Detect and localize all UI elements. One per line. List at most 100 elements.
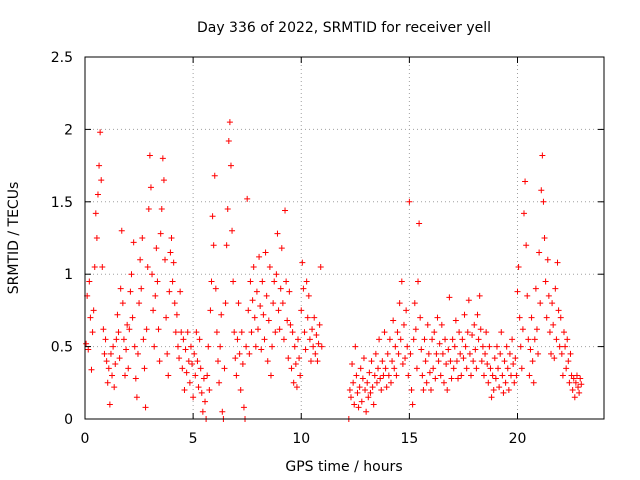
- data-point: [535, 350, 542, 357]
- data-point: [462, 343, 469, 350]
- data-point: [172, 329, 179, 336]
- data-point: [408, 387, 415, 394]
- data-point: [357, 365, 364, 372]
- data-point: [366, 369, 373, 376]
- data-point: [478, 358, 485, 365]
- data-point: [363, 408, 370, 415]
- data-point: [92, 210, 99, 217]
- data-point: [157, 230, 164, 237]
- data-point: [400, 321, 407, 328]
- data-point: [532, 285, 539, 292]
- data-point: [555, 307, 562, 314]
- data-point: [285, 355, 292, 362]
- data-point: [475, 336, 482, 343]
- data-point: [144, 263, 151, 270]
- data-point: [166, 288, 173, 295]
- data-point: [101, 350, 108, 357]
- data-point: [276, 326, 283, 333]
- data-point: [260, 311, 267, 318]
- data-point: [162, 256, 169, 263]
- data-point: [94, 191, 101, 198]
- data-point: [446, 294, 453, 301]
- data-point: [317, 263, 324, 270]
- data-point: [397, 336, 404, 343]
- data-point: [211, 172, 218, 179]
- data-point: [419, 372, 426, 379]
- data-point: [222, 300, 229, 307]
- data-point: [305, 292, 312, 299]
- data-point: [124, 321, 131, 328]
- data-point: [392, 343, 399, 350]
- data-point: [479, 343, 486, 350]
- data-point: [90, 307, 97, 314]
- data-point: [495, 365, 502, 372]
- data-point: [177, 288, 184, 295]
- data-point: [236, 350, 243, 357]
- data-point: [432, 375, 439, 382]
- data-point: [418, 346, 425, 353]
- data-point: [396, 300, 403, 307]
- data-point: [433, 350, 440, 357]
- data-point: [250, 263, 257, 270]
- data-point: [147, 184, 154, 191]
- data-point: [476, 292, 483, 299]
- data-point: [206, 387, 213, 394]
- data-point: [292, 360, 299, 367]
- data-point: [354, 389, 361, 396]
- data-point: [83, 340, 90, 347]
- data-point: [428, 387, 434, 394]
- data-point: [298, 307, 305, 314]
- data-point: [356, 384, 363, 391]
- data-point: [426, 369, 433, 376]
- data-point: [571, 394, 578, 401]
- data-point: [238, 329, 245, 336]
- data-point: [123, 346, 130, 353]
- data-point: [525, 336, 532, 343]
- data-point: [379, 358, 386, 365]
- data-point: [107, 350, 114, 357]
- data-point: [483, 329, 490, 336]
- data-point: [403, 307, 410, 314]
- data-point: [543, 314, 550, 321]
- data-point: [557, 314, 564, 321]
- data-point: [275, 307, 282, 314]
- data-point: [461, 311, 468, 318]
- data-point: [230, 278, 237, 285]
- data-point: [439, 350, 446, 357]
- data-point: [384, 350, 391, 357]
- data-point: [269, 343, 276, 350]
- data-point: [406, 198, 413, 205]
- y-tick-label: 2.5: [51, 50, 73, 66]
- data-point: [531, 336, 538, 343]
- data-point: [309, 326, 316, 333]
- data-point: [508, 372, 515, 379]
- data-point: [229, 227, 236, 234]
- data-point: [438, 321, 445, 328]
- data-point: [398, 278, 405, 285]
- data-point: [383, 384, 390, 391]
- data-point: [150, 307, 157, 314]
- data-point: [105, 365, 112, 372]
- data-point: [562, 343, 569, 350]
- data-point: [466, 350, 473, 357]
- data-point: [258, 346, 265, 353]
- data-point: [169, 278, 176, 285]
- data-point: [399, 360, 406, 367]
- data-point: [185, 358, 192, 365]
- data-point: [126, 326, 133, 333]
- data-point: [359, 375, 366, 382]
- data-point: [125, 365, 132, 372]
- plot-frame: [84, 56, 605, 420]
- data-point: [487, 365, 494, 372]
- data-point: [473, 365, 480, 372]
- data-point: [267, 372, 274, 379]
- data-point: [93, 235, 100, 241]
- data-point: [412, 326, 419, 333]
- x-tick-label: 20: [509, 431, 527, 447]
- data-point: [187, 343, 194, 350]
- data-point: [110, 343, 117, 350]
- data-point: [510, 360, 517, 367]
- data-point: [283, 278, 290, 285]
- data-point: [239, 360, 246, 367]
- data-point: [437, 372, 444, 379]
